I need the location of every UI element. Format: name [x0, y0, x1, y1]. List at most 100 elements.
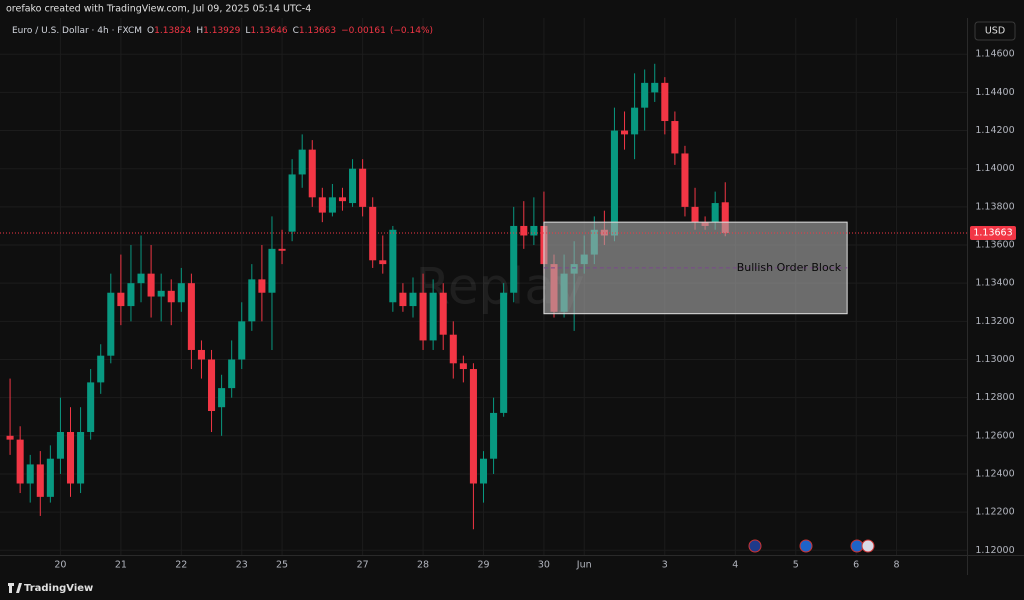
candle-body [6, 435, 14, 440]
legend-item: H [196, 26, 203, 36]
candle-body [238, 321, 246, 360]
legend-item: 1.13929 [203, 26, 240, 36]
event-icon[interactable] [799, 539, 813, 553]
event-icon[interactable] [850, 539, 864, 553]
candle-body [117, 292, 125, 307]
candle-body [389, 229, 397, 303]
candle-body [721, 202, 729, 234]
candle-body [510, 225, 518, 293]
candle-body [268, 248, 276, 293]
candle-body [36, 464, 44, 497]
x-tick-label: 8 [893, 560, 899, 571]
candle-body [137, 273, 145, 284]
y-tick-label: 1.14000 [975, 163, 1014, 174]
candle-body [661, 82, 669, 122]
candle-body [167, 290, 175, 303]
y-tick-label: 1.13400 [975, 278, 1014, 289]
y-tick-label: 1.13600 [975, 240, 1014, 251]
candle-body [278, 248, 286, 251]
candle-body [258, 279, 266, 293]
event-icon[interactable] [861, 539, 875, 553]
y-tick-label: 1.12600 [975, 430, 1014, 441]
last-price-tag [970, 226, 1016, 241]
candle-body [490, 412, 498, 459]
legend-item: L [245, 26, 250, 36]
x-tick-label: 29 [477, 560, 489, 571]
legend-item: 1.13663 [299, 26, 336, 36]
y-tick-label: 1.12200 [975, 507, 1014, 518]
x-tick-label: 3 [662, 560, 668, 571]
x-tick-label: 30 [538, 560, 550, 571]
candle-body [218, 388, 226, 408]
y-tick-label: 1.14600 [975, 49, 1014, 60]
candle-body [197, 349, 205, 360]
candle-body [147, 273, 155, 297]
candle-body [66, 431, 75, 484]
candle-body [449, 334, 457, 364]
legend-item: Euro / U.S. Dollar · 4h · FXCM [12, 26, 142, 36]
candle-body [620, 130, 629, 135]
y-tick-label: 1.13800 [975, 201, 1014, 212]
candle-body [308, 149, 316, 198]
x-tick-label: 4 [732, 560, 738, 571]
candle-body [651, 82, 659, 93]
candle-body [439, 292, 447, 335]
candle-body [419, 292, 427, 341]
candle-body [691, 206, 699, 223]
x-tick-label: 5 [793, 560, 799, 571]
y-tick-label: 1.12800 [975, 392, 1014, 403]
candle-body [127, 283, 135, 307]
x-tick-label: Jun [576, 560, 592, 571]
candle-body [711, 203, 719, 223]
candle-body [459, 363, 467, 370]
top-bar [0, 0, 1024, 18]
legend-item: O [147, 26, 154, 36]
legend-item: 1.13824 [154, 26, 191, 36]
y-tick-label: 1.12400 [975, 468, 1014, 479]
x-tick-label: 21 [115, 560, 127, 571]
candle-body [77, 431, 85, 484]
candle-body [631, 107, 639, 135]
candle-body [349, 168, 357, 204]
brand-logo [8, 583, 22, 593]
y-tick-label: 1.14400 [975, 87, 1014, 98]
currency-button[interactable] [974, 21, 1016, 41]
candle-body [87, 382, 95, 432]
legend: Euro / U.S. Dollar · 4h · FXCM O1.13824 H1… [12, 26, 433, 36]
candle-body [681, 153, 689, 207]
x-tick-label: 23 [236, 560, 248, 571]
candle-body [248, 279, 256, 322]
candle-body [26, 464, 34, 484]
candle-body [379, 260, 387, 265]
legend-item: C [293, 26, 299, 36]
candle-body [228, 359, 236, 389]
candle-body [107, 292, 115, 356]
candle-body [671, 121, 679, 154]
brand: TradingView [24, 583, 93, 594]
currency: USD [985, 26, 1005, 37]
legend-item: −0.00161 [341, 26, 386, 36]
candle-body [298, 149, 306, 175]
event-icon[interactable] [748, 539, 762, 553]
y-tick-label: 1.12000 [975, 545, 1014, 556]
y-tick-label: 1.13000 [975, 354, 1014, 365]
candle-body [530, 225, 538, 236]
x-tick-label: 25 [276, 560, 288, 571]
candle-body [641, 82, 649, 108]
y-tick-label: 1.13200 [975, 316, 1014, 327]
candle-body [56, 431, 64, 459]
candle-body [187, 283, 195, 350]
candle-body [328, 197, 336, 213]
candle-body [288, 174, 296, 232]
candle-body [208, 359, 216, 412]
candle-body [610, 130, 618, 236]
candle-body [16, 439, 24, 484]
annotation-label: Bullish Order Block [737, 261, 842, 274]
candle-body [177, 283, 185, 303]
candle-body [520, 225, 528, 236]
x-tick-label: 6 [853, 560, 859, 571]
x-tick-label: 20 [54, 560, 66, 571]
y-tick-label: 1.14200 [975, 125, 1014, 136]
candle-body [469, 369, 477, 484]
footer [0, 575, 1024, 600]
